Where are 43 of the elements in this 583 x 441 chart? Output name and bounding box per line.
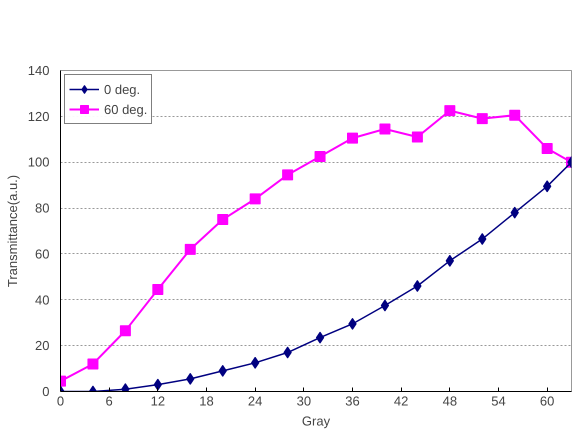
point <box>120 325 131 336</box>
point <box>217 214 228 226</box>
x-tick-label: 36 <box>345 394 360 408</box>
point <box>509 110 520 121</box>
x-tick-label: 18 <box>199 394 214 408</box>
y-tick-label: 120 <box>28 108 50 124</box>
x-tick-label: 54 <box>491 394 506 408</box>
y-tick-label: 20 <box>35 338 50 354</box>
y-tick-label: 40 <box>35 292 50 308</box>
point <box>348 318 357 330</box>
point <box>152 284 164 295</box>
x-tick-label: 12 <box>150 394 166 408</box>
point <box>380 300 390 312</box>
x-tick-label: 0 <box>56 394 64 408</box>
point <box>250 193 261 204</box>
point <box>542 142 553 154</box>
point <box>184 244 196 255</box>
y-tick-label: 140 <box>28 63 50 78</box>
y-tick-label: 60 <box>35 246 50 262</box>
point <box>87 358 98 370</box>
x-tick-label: 60 <box>540 394 554 408</box>
point <box>444 105 456 116</box>
point <box>283 346 292 359</box>
x-tick-label: 30 <box>296 394 312 408</box>
legend-label: 60 deg. <box>104 102 148 116</box>
point <box>412 131 423 142</box>
point <box>476 113 488 124</box>
y-axis-title: Transmittance(a.u.) <box>4 174 20 288</box>
x-tick-label: 48 <box>442 394 458 408</box>
point <box>316 332 324 344</box>
point <box>413 280 422 292</box>
point <box>314 150 326 162</box>
x-tick-label: 42 <box>394 394 408 408</box>
point <box>282 169 294 180</box>
y-tick-label: 80 <box>35 200 50 216</box>
y-tick-label: 100 <box>28 154 50 170</box>
x-axis-title: Gray <box>302 414 331 428</box>
point <box>379 123 390 134</box>
legend-label: 0 deg. <box>104 82 140 96</box>
x-tick-label: 24 <box>248 394 262 408</box>
point <box>347 132 358 144</box>
y-tick-label: 0 <box>42 384 50 399</box>
x-tick-label: 6 <box>106 394 113 408</box>
